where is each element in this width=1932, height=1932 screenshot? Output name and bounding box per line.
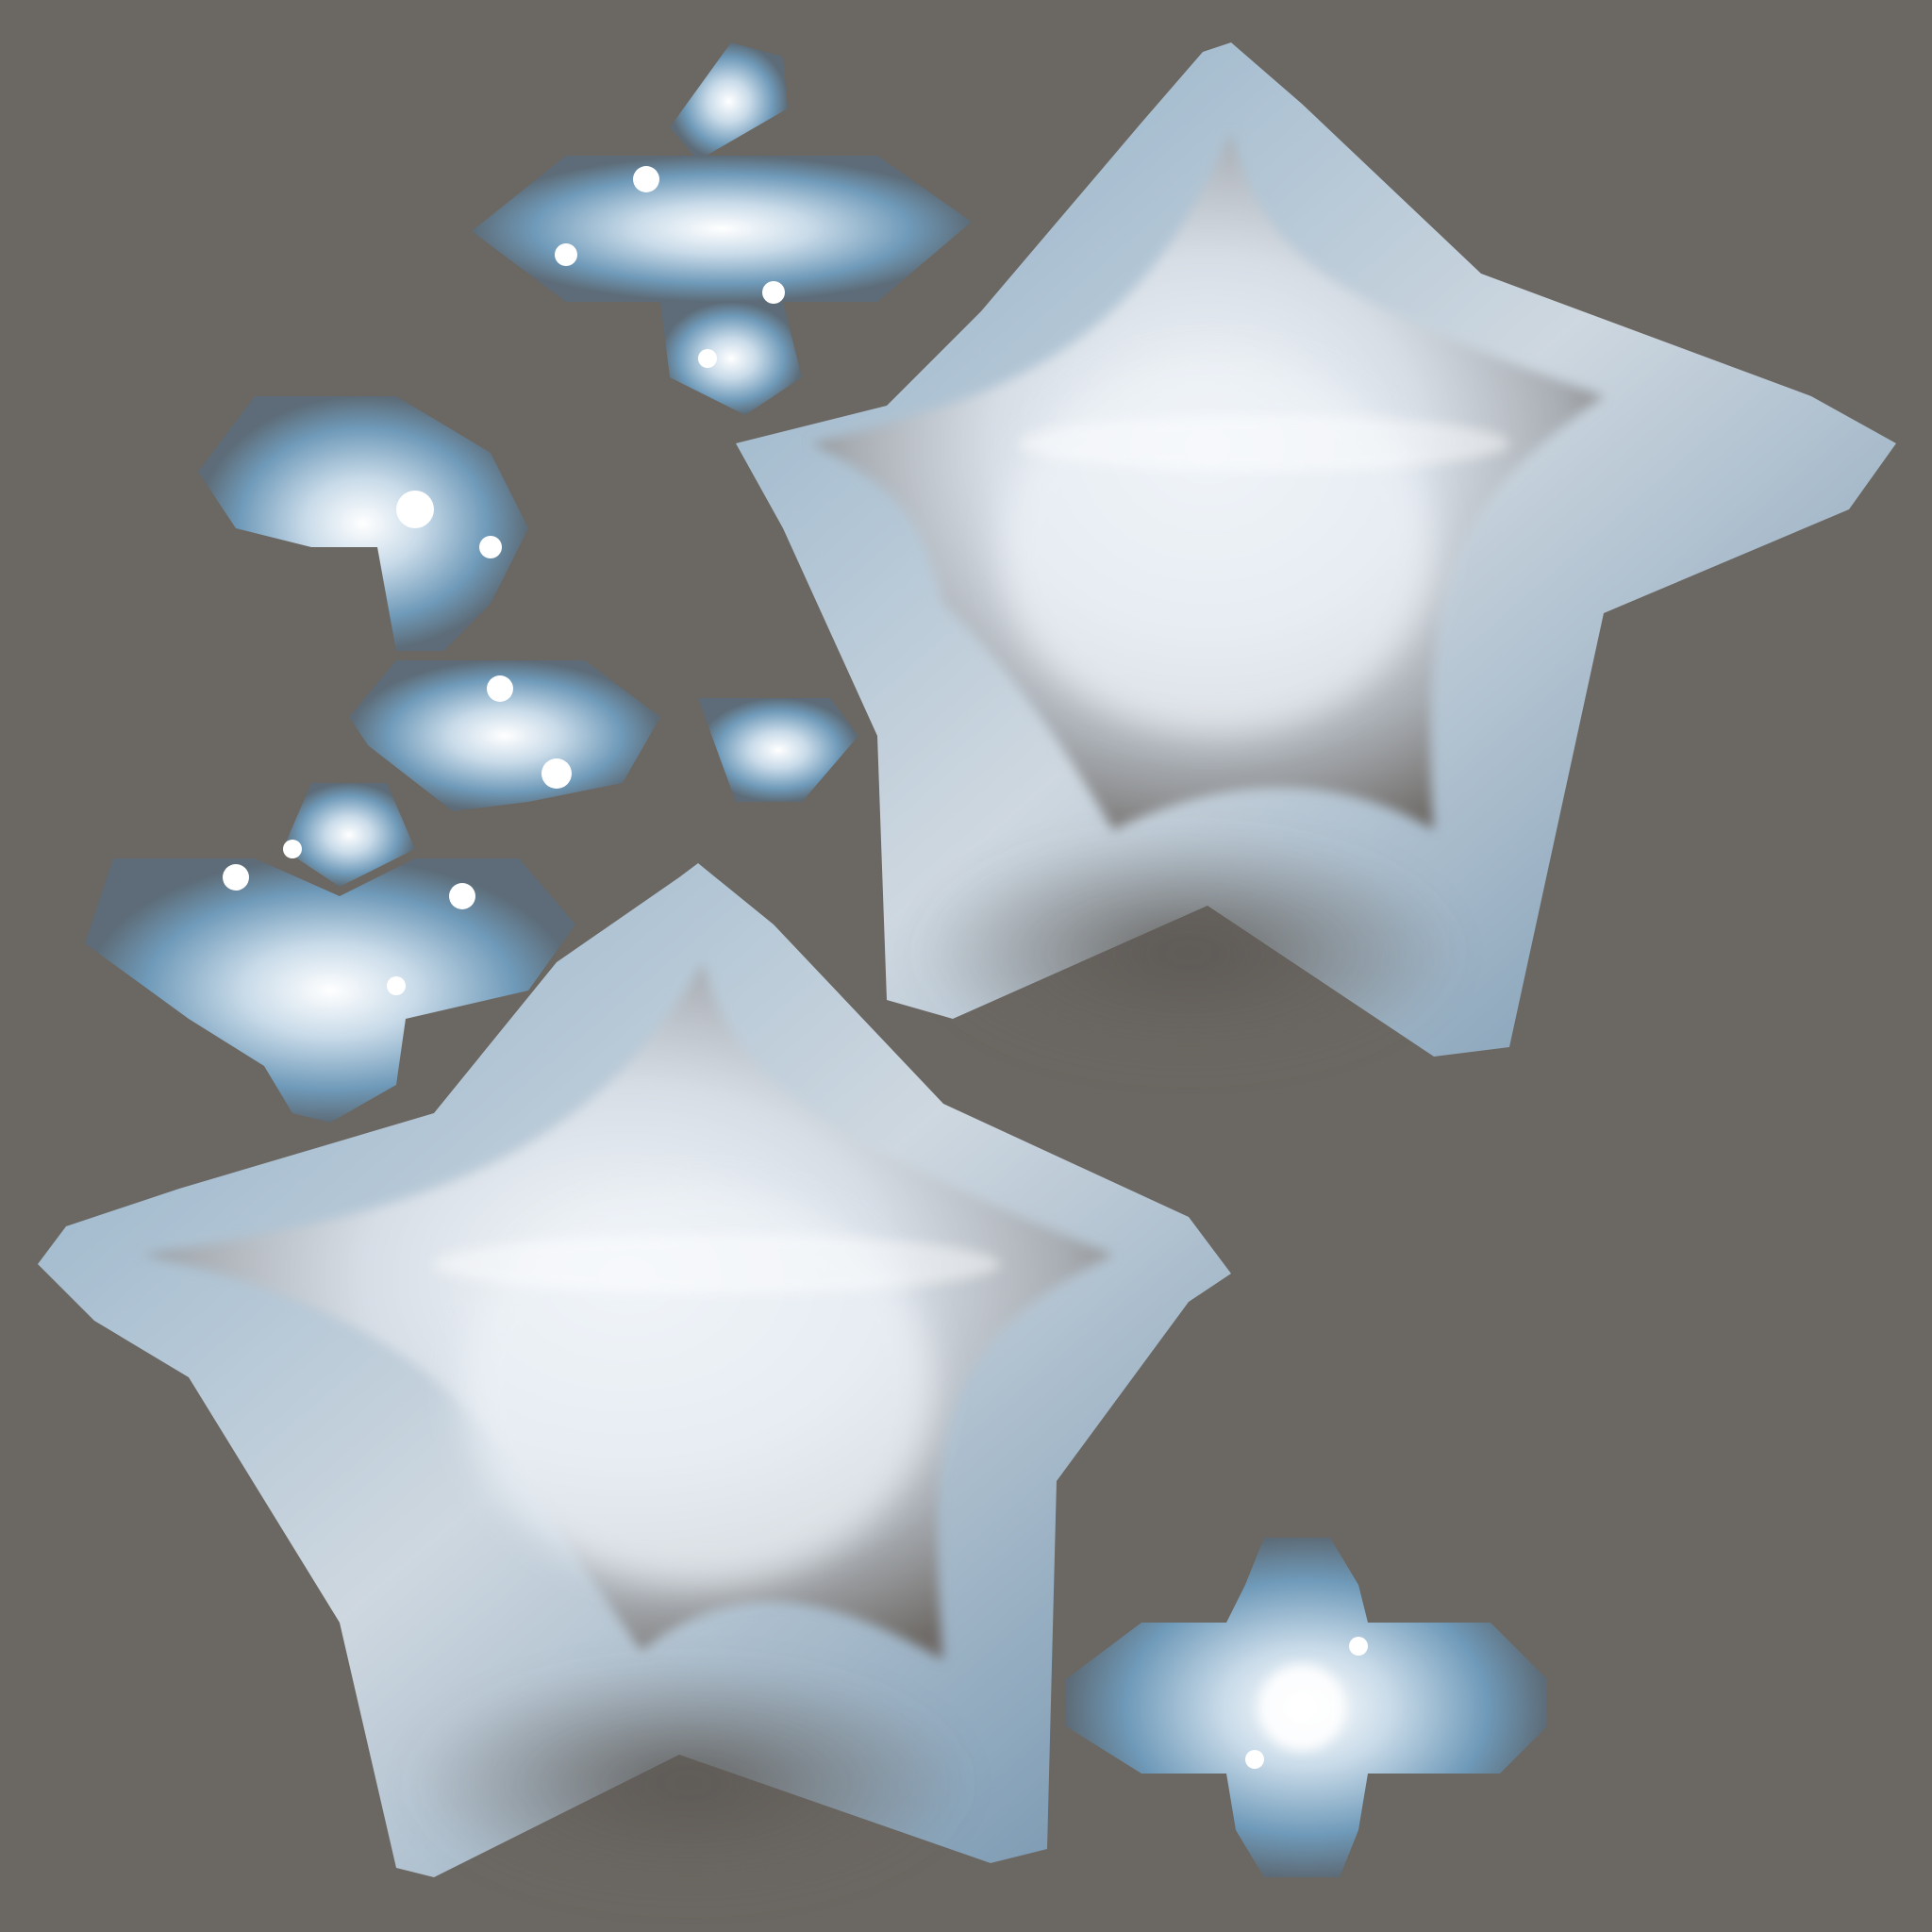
small-star-fragment-cluster-upper: [472, 42, 972, 415]
small-star-fragment-cluster-middle: [198, 396, 858, 811]
large-star-foil-top-right: [736, 42, 1896, 1075]
round-foil-fragment-bottom: [1066, 1538, 1547, 1877]
large-star-foil-bottom-left: [38, 863, 1231, 1906]
small-star-fragment-cluster-lower: [85, 783, 575, 1123]
